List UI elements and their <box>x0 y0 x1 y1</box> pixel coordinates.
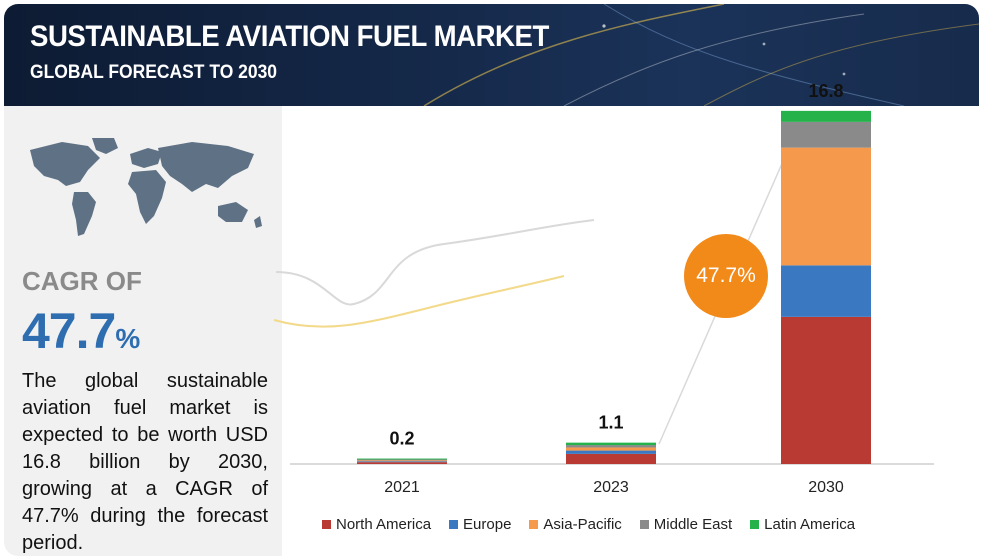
page-subtitle: GLOBAL FORECAST TO 2030 <box>30 62 278 83</box>
header-light-trails <box>423 4 979 106</box>
infographic-card: SUSTAINABLE AVIATION FUEL MARKET GLOBAL … <box>4 4 979 556</box>
bar-segment-2023-middle-east <box>566 445 656 448</box>
x-tick-label-2030: 2030 <box>808 479 844 496</box>
bar-segment-2021-europe <box>357 461 447 463</box>
cagr-number: 47.7 <box>22 303 116 359</box>
legend-item-europe: Europe <box>449 516 511 533</box>
stacked-bar-chart: 0.2 2021 1.1 2023 16.8 2030 <box>273 81 934 496</box>
legend-label-latin-america: Latin America <box>764 516 856 533</box>
legend-label-asia-pacific: Asia-Pacific <box>543 516 622 533</box>
legend-label-north-america: North America <box>336 516 432 533</box>
cagr-value: 47.7% <box>22 302 140 360</box>
bars-group <box>357 110 871 464</box>
bar-segment-2023-asia-pacific <box>566 447 656 451</box>
page-title: SUSTAINABLE AVIATION FUEL MARKET <box>30 20 549 53</box>
total-label-2021: 0.2 <box>389 429 414 449</box>
bar-segment-2030-north-america <box>781 316 871 464</box>
x-tick-label-2023: 2023 <box>593 479 629 496</box>
legend-swatch-asia-pacific <box>529 520 539 529</box>
decorative-waves <box>273 219 595 328</box>
legend-swatch-north-america <box>322 520 331 529</box>
cagr-unit: % <box>115 323 140 354</box>
world-map-icon <box>30 138 262 236</box>
bar-segment-2030-asia-pacific <box>781 147 871 266</box>
legend-label-middle-east: Middle East <box>653 516 733 533</box>
bar-segment-2023-north-america <box>566 453 656 464</box>
growth-rate-badge: 47.7% <box>684 234 768 318</box>
x-tick-label-2021: 2021 <box>384 479 420 496</box>
legend-swatch-latin-america <box>750 520 760 529</box>
legend-item-middle-east: Middle East <box>639 516 733 533</box>
legend-label-europe: Europe <box>463 516 512 533</box>
bar-segment-2030-middle-east <box>781 121 871 148</box>
legend-item-latin-america: Latin America <box>750 516 855 533</box>
labels-group: 0.2 2021 1.1 2023 16.8 2030 <box>384 81 844 496</box>
bar-segment-2021-north-america <box>357 462 447 464</box>
market-summary-text: The global sustainable aviation fuel mar… <box>22 370 268 554</box>
chart-legend: North America Europe Asia-Pacific Middle Ea… <box>322 516 855 533</box>
header-banner: SUSTAINABLE AVIATION FUEL MARKET GLOBAL … <box>4 4 979 106</box>
legend-swatch-europe <box>449 520 459 529</box>
bar-segment-2030-latin-america <box>781 110 871 122</box>
bar-segment-2021-latin-america <box>357 458 447 460</box>
summary-panel: CAGR OF 47.7% The global sustainable avi… <box>4 106 282 556</box>
bar-segment-2023-europe <box>566 450 656 454</box>
cagr-label: CAGR OF <box>22 266 142 296</box>
bar-segment-2023-latin-america <box>566 442 656 446</box>
total-label-2023: 1.1 <box>598 413 623 433</box>
legend-item-north-america: North America <box>322 516 431 533</box>
legend-swatch-middle-east <box>639 520 649 529</box>
bar-segment-2021-middle-east <box>357 459 447 461</box>
total-label-2030: 16.8 <box>808 81 843 101</box>
legend-item-asia-pacific: Asia-Pacific <box>529 516 622 533</box>
bar-segment-2030-europe <box>781 265 871 317</box>
bar-segment-2021-asia-pacific <box>357 460 447 462</box>
